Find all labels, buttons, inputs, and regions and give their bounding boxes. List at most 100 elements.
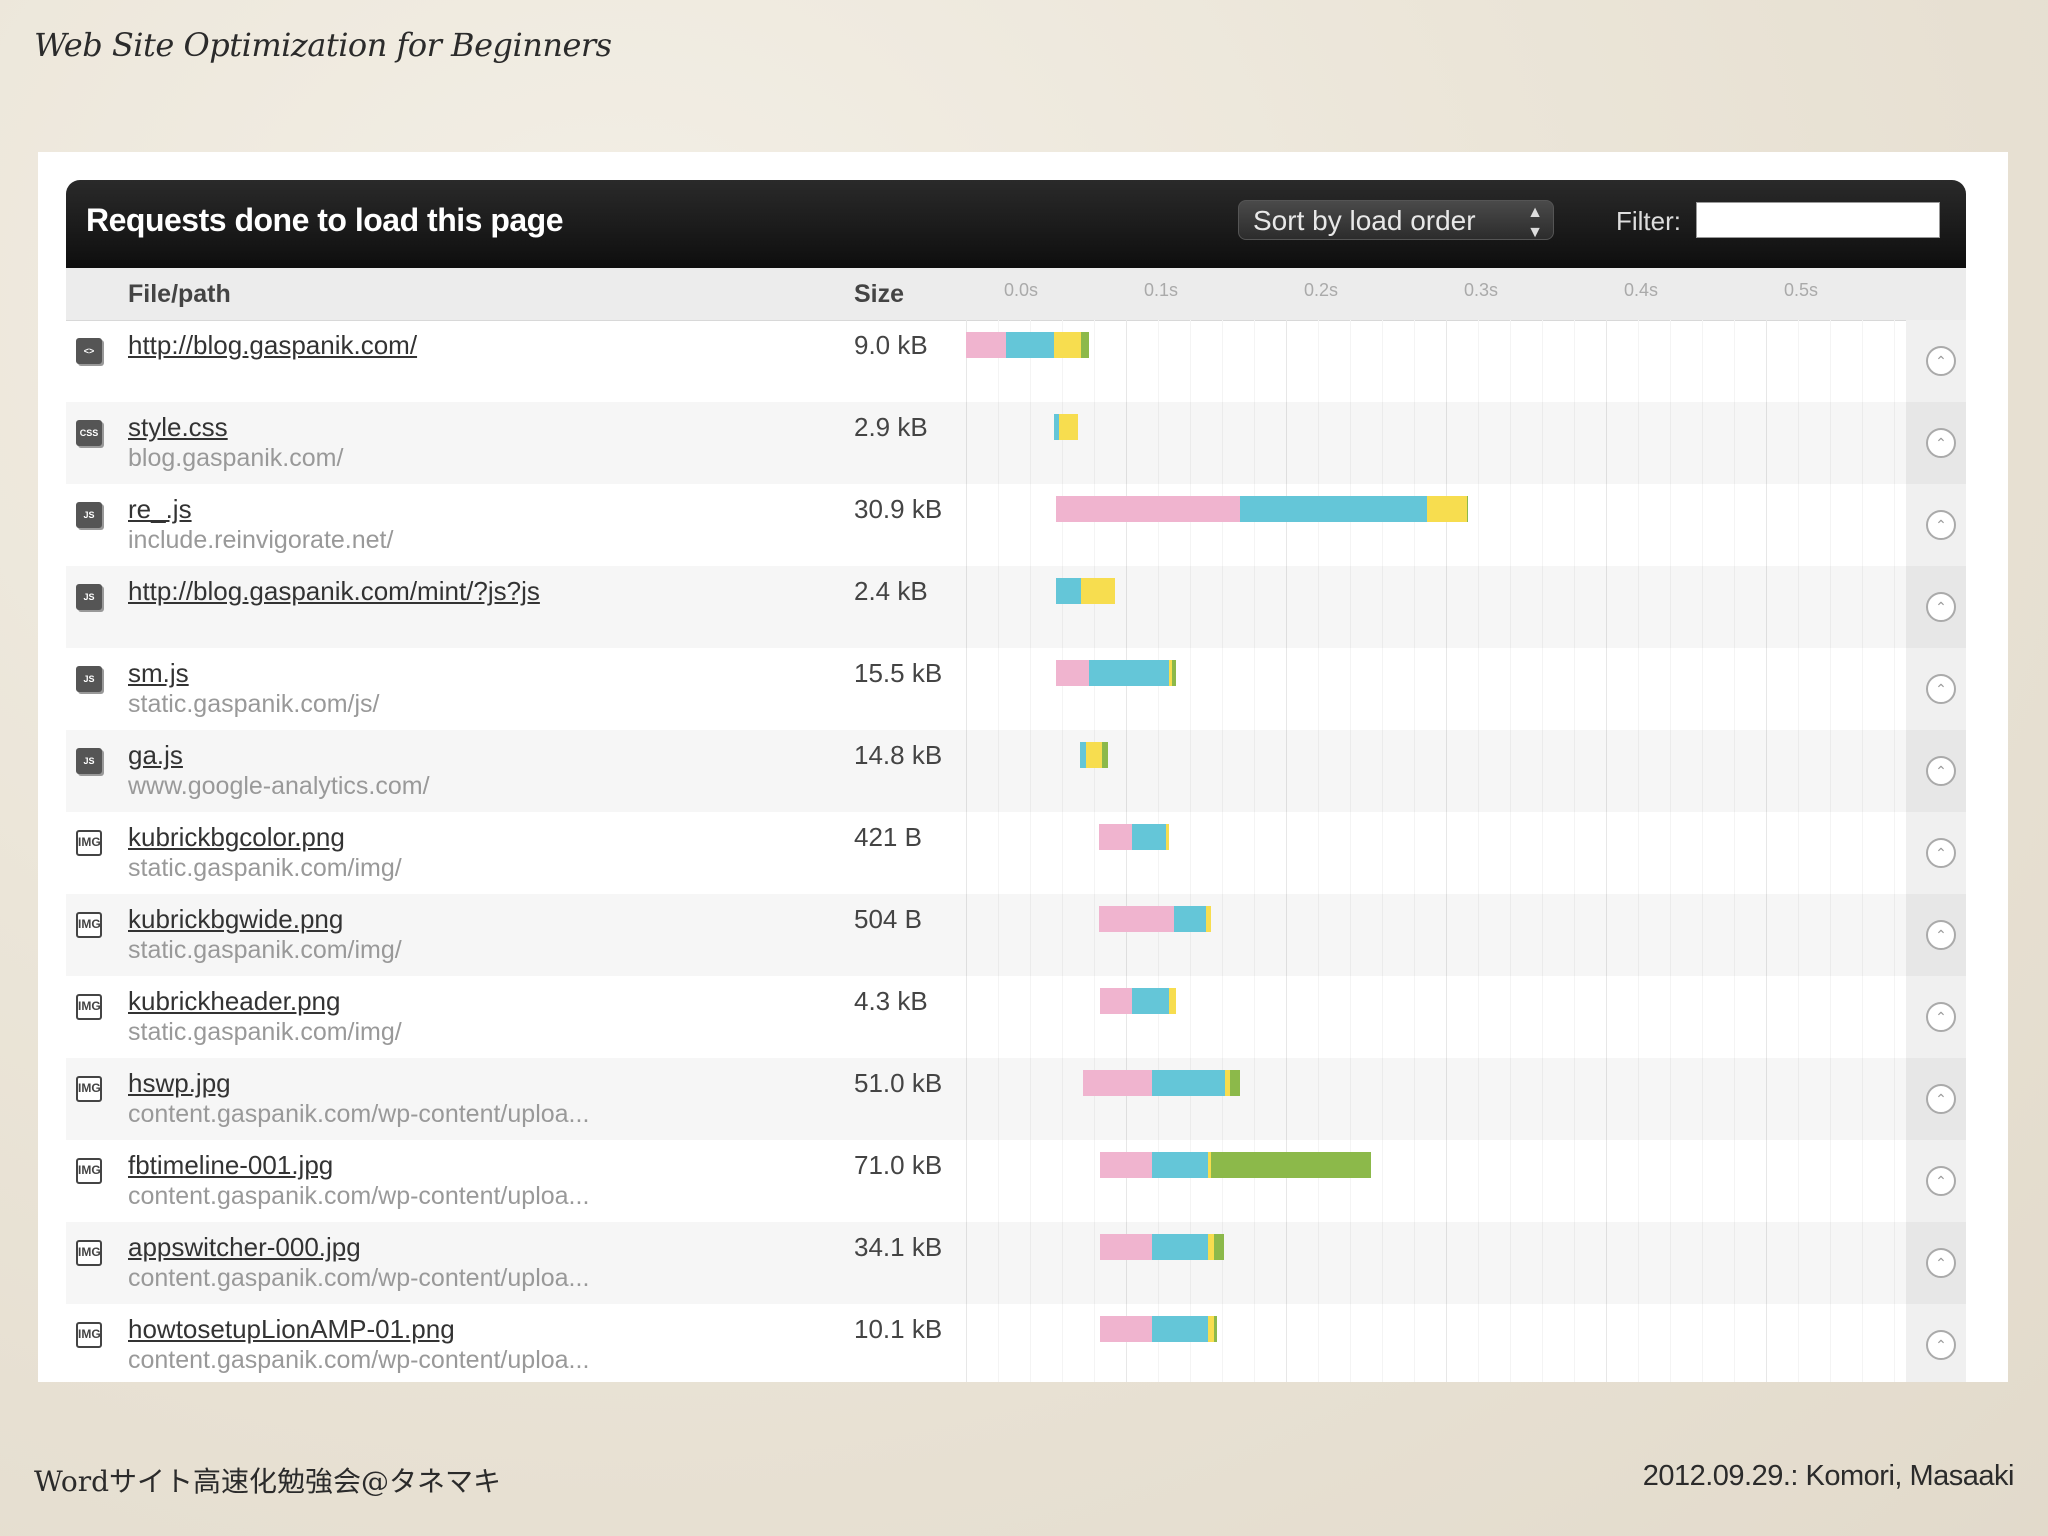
timing-bar[interactable] xyxy=(1082,1070,1240,1096)
expand-chevron-up-icon[interactable]: ⌃ xyxy=(1926,1248,1956,1278)
timing-bar[interactable] xyxy=(1055,660,1176,686)
expand-chevron-up-icon[interactable]: ⌃ xyxy=(1926,1330,1956,1360)
request-file-link[interactable]: http://blog.gaspanik.com/ xyxy=(128,330,418,360)
footer-event: Wordサイト高速化勉強会@タネマキ xyxy=(34,1465,502,1498)
expand-chevron-up-icon[interactable]: ⌃ xyxy=(1926,756,1956,786)
request-size: 71.0 kB xyxy=(854,1150,943,1180)
request-file-link[interactable]: fbtimeline-001.jpg xyxy=(128,1150,334,1180)
timing-bar[interactable] xyxy=(1100,1152,1371,1178)
footer-date-author: 2012.09.29.: Komori, Masaaki xyxy=(1642,1460,2015,1492)
request-row[interactable]: JS sm.js static.gaspanik.com/js/15.5 kB ⌃ xyxy=(66,648,1966,730)
timeline-tick: 0.2s xyxy=(1304,280,1339,300)
request-file-link[interactable]: howtosetupLionAMP-01.png xyxy=(128,1314,455,1344)
minor-gridline xyxy=(1318,320,1319,1382)
expand-chevron-up-icon[interactable]: ⌃ xyxy=(1926,838,1956,868)
request-row[interactable]: IMG kubrickheader.png static.gaspanik.com/… xyxy=(66,976,1966,1058)
request-host: www.google-analytics.com/ xyxy=(128,772,430,800)
timing-bar[interactable] xyxy=(1079,742,1109,768)
image-file-icon: IMG xyxy=(76,994,102,1020)
request-size: 30.9 kB xyxy=(854,494,943,524)
js-file-icon: JS xyxy=(76,502,102,528)
sort-select[interactable]: Sort by load order ▲ ▼ xyxy=(1238,200,1554,241)
request-row[interactable]: IMG hswp.jpg content.gaspanik.com/wp-conte… xyxy=(66,1058,1966,1140)
expand-chevron-up-icon[interactable]: ⌃ xyxy=(1926,674,1956,704)
request-row[interactable]: IMG kubrickbgwide.png static.gaspanik.com/… xyxy=(66,894,1966,976)
request-file-link[interactable]: appswitcher-000.jpg xyxy=(128,1232,361,1262)
filter-input[interactable] xyxy=(1696,202,1940,238)
wait-segment xyxy=(1054,332,1082,358)
request-file-link[interactable]: kubrickheader.png xyxy=(128,986,341,1016)
wait-segment xyxy=(1169,660,1173,686)
receive-segment xyxy=(1081,332,1090,358)
request-size: 15.5 kB xyxy=(854,658,943,688)
timing-bar[interactable] xyxy=(1055,578,1115,604)
request-file-link[interactable]: sm.js xyxy=(128,658,189,688)
timing-bar[interactable] xyxy=(966,332,1090,358)
request-file-link[interactable]: kubrickbgwide.png xyxy=(128,904,344,934)
major-gridline xyxy=(1126,320,1127,1382)
request-size: 421 B xyxy=(854,822,922,852)
expand-chevron-up-icon[interactable]: ⌃ xyxy=(1926,592,1956,622)
timing-bar[interactable] xyxy=(1055,496,1469,522)
timing-bar[interactable] xyxy=(1100,1316,1218,1342)
request-file-link[interactable]: style.css xyxy=(128,412,228,442)
timing-bar[interactable] xyxy=(1098,906,1211,932)
request-row[interactable]: IMG kubrickbgcolor.png static.gaspanik.com… xyxy=(66,812,1966,894)
request-host: static.gaspanik.com/img/ xyxy=(128,1018,402,1046)
wait-segment xyxy=(1426,496,1467,522)
request-host: static.gaspanik.com/js/ xyxy=(128,690,380,718)
image-file-icon: IMG xyxy=(76,1158,102,1184)
dns-segment xyxy=(966,332,1006,358)
request-file-link[interactable]: ga.js xyxy=(128,740,183,770)
request-row[interactable]: <> http://blog.gaspanik.com/9.0 kB ⌃ xyxy=(66,320,1966,402)
expand-chevron-up-icon[interactable]: ⌃ xyxy=(1926,1084,1956,1114)
request-row[interactable]: IMG howtosetupLionAMP-01.png content.gaspa… xyxy=(66,1304,1966,1382)
expand-chevron-up-icon[interactable]: ⌃ xyxy=(1926,346,1956,376)
request-host: static.gaspanik.com/img/ xyxy=(128,854,402,882)
major-gridline xyxy=(1286,320,1287,1382)
minor-gridline xyxy=(1702,320,1703,1382)
minor-gridline xyxy=(1254,320,1255,1382)
image-file-icon: IMG xyxy=(76,1322,102,1348)
request-file-link[interactable]: re_.js xyxy=(128,494,192,524)
request-file-link[interactable]: hswp.jpg xyxy=(128,1068,231,1098)
image-file-icon: IMG xyxy=(76,912,102,938)
connect-segment xyxy=(1006,332,1054,358)
wait-segment xyxy=(1205,906,1211,932)
request-size: 34.1 kB xyxy=(854,1232,943,1262)
expand-chevron-up-icon[interactable]: ⌃ xyxy=(1926,1002,1956,1032)
expand-chevron-up-icon[interactable]: ⌃ xyxy=(1926,1166,1956,1196)
expand-chevron-up-icon[interactable]: ⌃ xyxy=(1926,920,1956,950)
request-row[interactable]: JS ga.js www.google-analytics.com/14.8 kB ⌃ xyxy=(66,730,1966,812)
minor-gridline xyxy=(1862,320,1863,1382)
dns-segment xyxy=(1082,1070,1152,1096)
dns-segment xyxy=(1055,660,1090,686)
request-row[interactable]: IMG appswitcher-000.jpg content.gaspanik.c… xyxy=(66,1222,1966,1304)
minor-gridline xyxy=(1670,320,1671,1382)
timing-bar[interactable] xyxy=(1100,988,1176,1014)
expand-chevron-up-icon[interactable]: ⌃ xyxy=(1926,428,1956,458)
request-size: 14.8 kB xyxy=(854,740,943,770)
request-file-link[interactable]: http://blog.gaspanik.com/mint/?js?js xyxy=(128,576,540,606)
request-row[interactable]: JS re_.js include.reinvigorate.net/30.9 kB… xyxy=(66,484,1966,566)
timing-bar[interactable] xyxy=(1054,414,1078,440)
column-header-size[interactable]: Size xyxy=(854,280,905,308)
request-file-link[interactable]: kubrickbgcolor.png xyxy=(128,822,345,852)
updown-arrows-icon: ▲ ▼ xyxy=(1527,204,1543,241)
dns-segment xyxy=(1100,1316,1152,1342)
timing-bar[interactable] xyxy=(1100,1234,1224,1260)
request-size: 504 B xyxy=(854,904,922,934)
request-host: content.gaspanik.com/wp-content/uploa... xyxy=(128,1264,590,1292)
request-row[interactable]: CSS style.css blog.gaspanik.com/2.9 kB ⌃ xyxy=(66,402,1966,484)
minor-gridline xyxy=(1542,320,1543,1382)
expand-chevron-up-icon[interactable]: ⌃ xyxy=(1926,510,1956,540)
js-file-icon: JS xyxy=(76,584,102,610)
wait-segment xyxy=(1207,1316,1214,1342)
html-file-icon: <> xyxy=(76,338,102,364)
request-row[interactable]: IMG fbtimeline-001.jpg content.gaspanik.co… xyxy=(66,1140,1966,1222)
column-header-file[interactable]: File/path xyxy=(128,280,231,308)
wait-segment xyxy=(1225,1070,1230,1096)
timing-bar[interactable] xyxy=(1098,824,1170,850)
js-file-icon: JS xyxy=(76,666,102,692)
request-row[interactable]: JS http://blog.gaspanik.com/mint/?js?js 2.… xyxy=(66,566,1966,648)
